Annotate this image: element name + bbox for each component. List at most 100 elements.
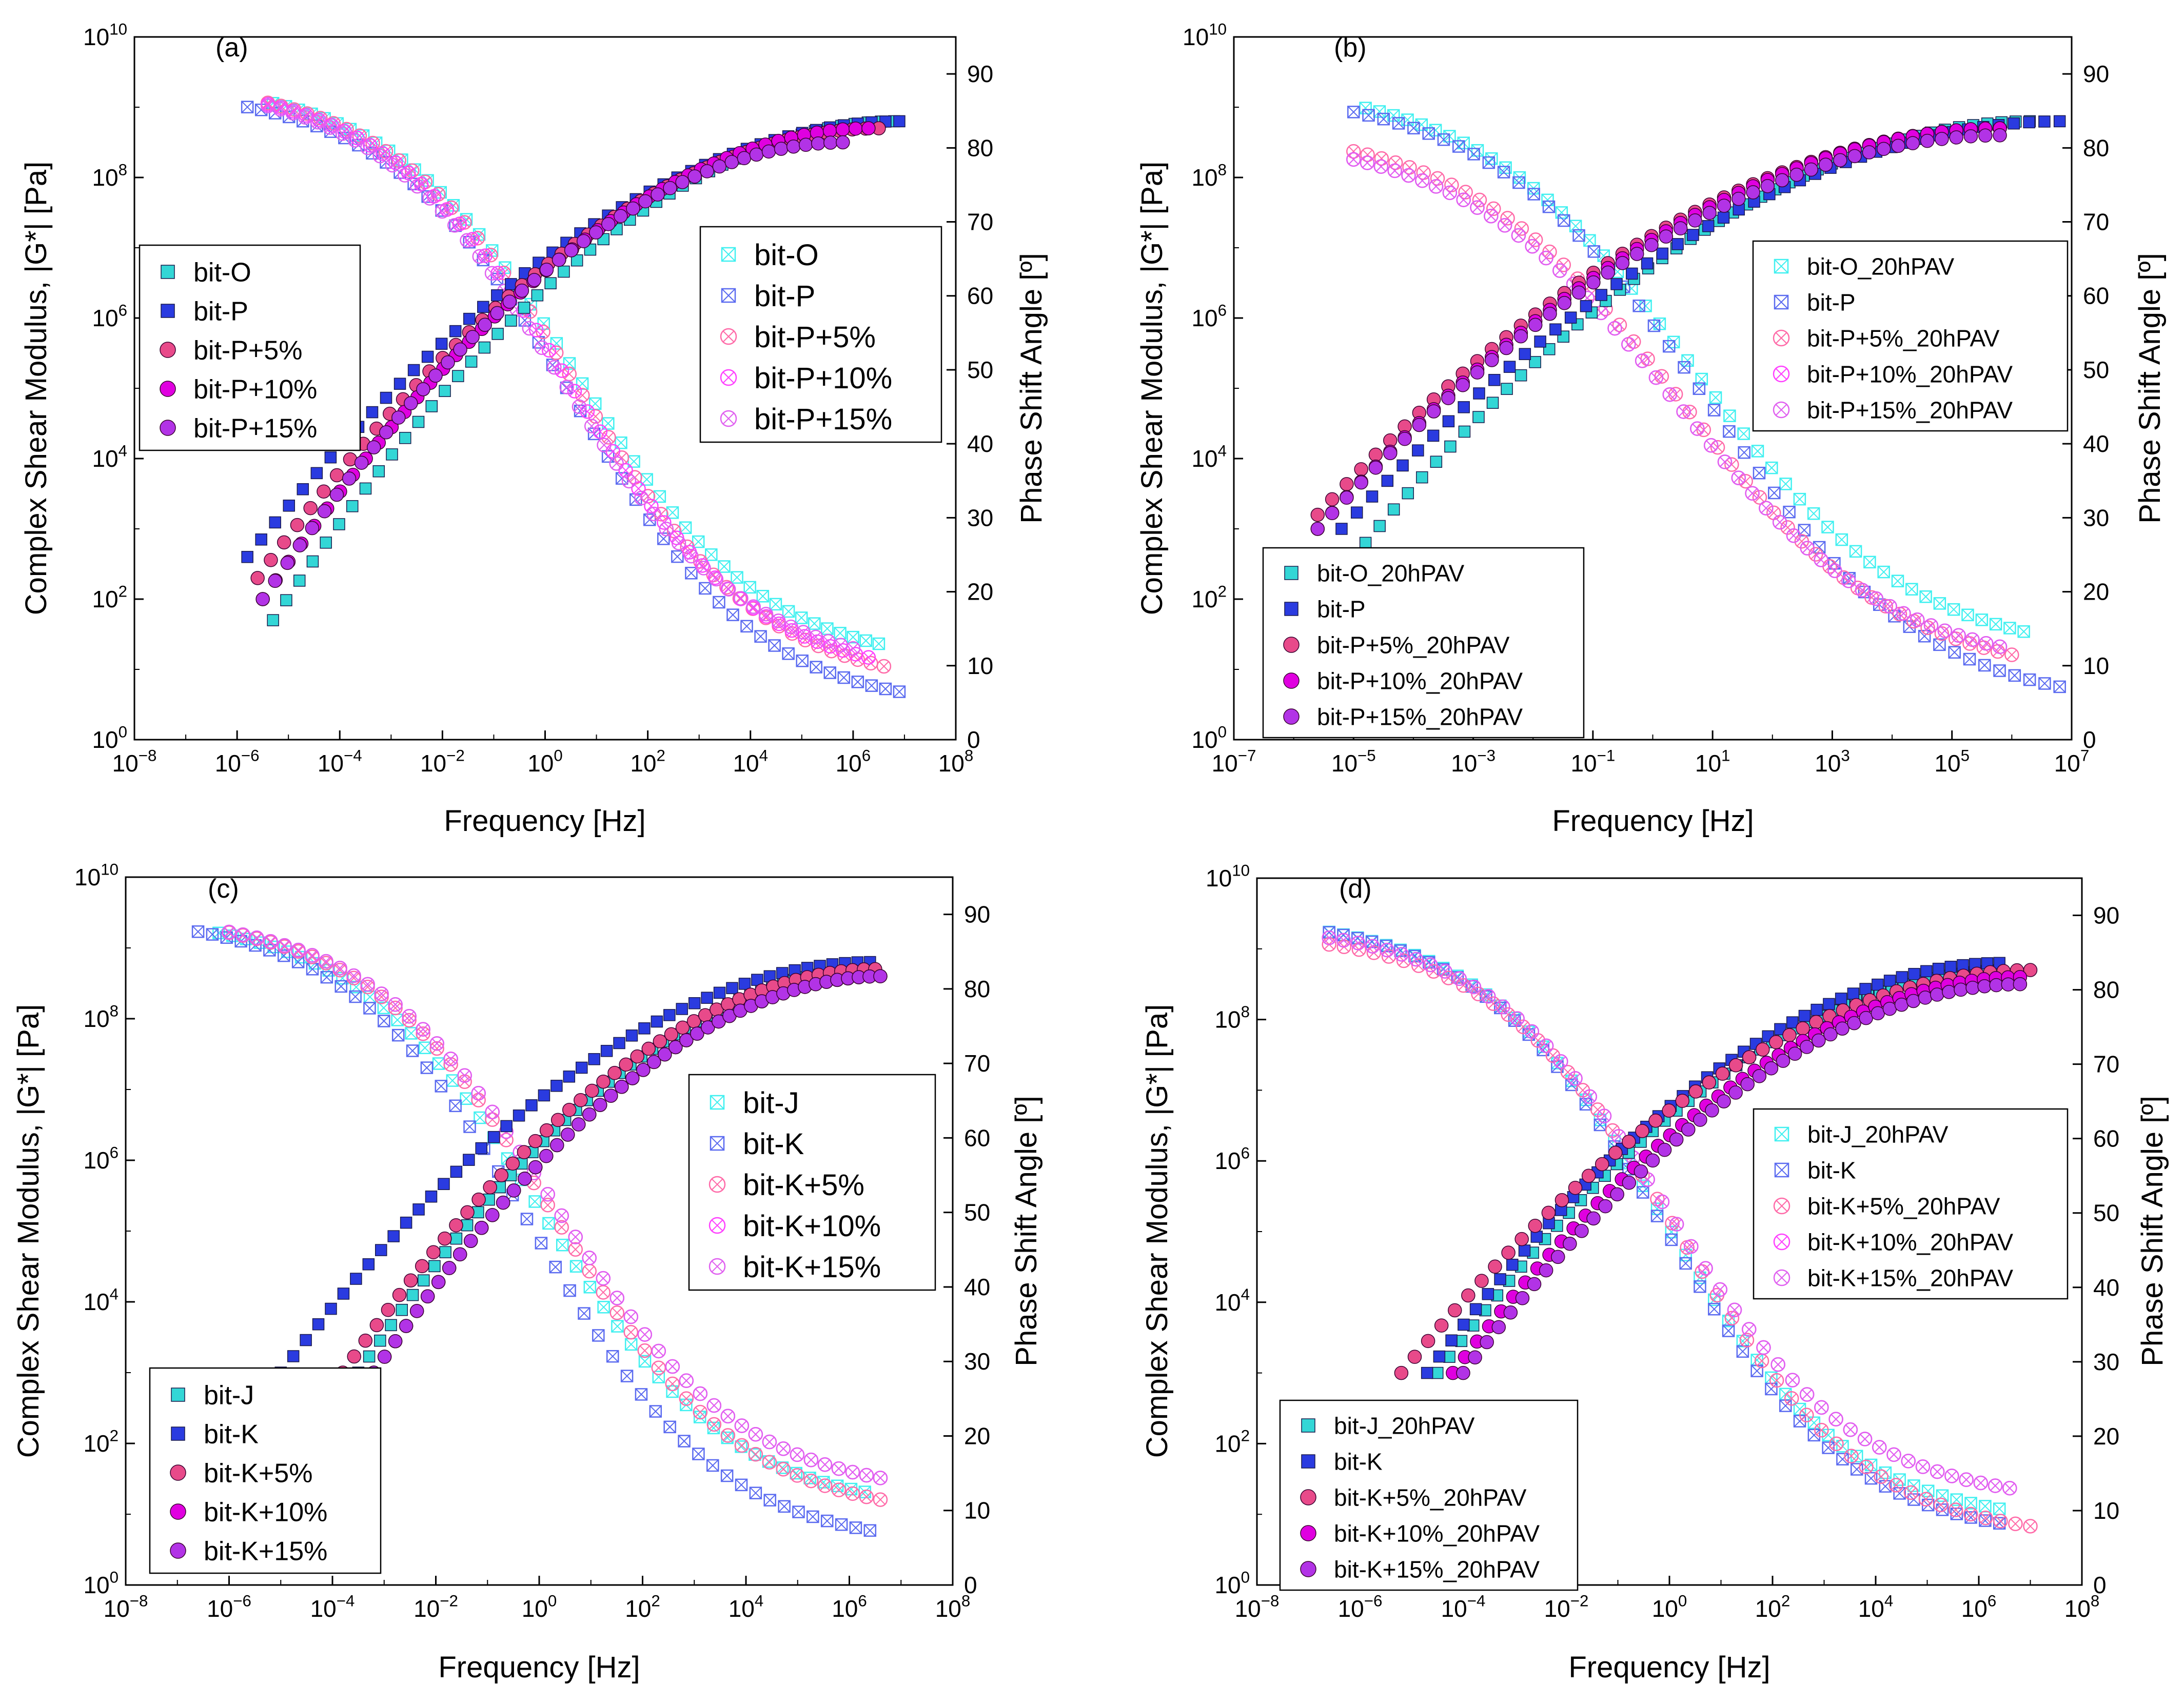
phase-point (1814, 552, 1828, 567)
modulus-point (267, 614, 279, 626)
modulus-point (452, 370, 464, 382)
phase-point (1607, 321, 1622, 336)
modulus-point (305, 521, 320, 536)
phase-point (310, 114, 325, 130)
legend-label: bit-P+10% (193, 375, 317, 405)
phase-point (782, 647, 795, 660)
phase-point (749, 1487, 762, 1499)
modulus-point (1776, 1054, 1791, 1068)
modulus-point (1629, 247, 1644, 261)
phase-point (1930, 1464, 1945, 1479)
y2-tick-label: 50 (967, 356, 993, 383)
phase-point (762, 1434, 777, 1450)
modulus-point (700, 164, 714, 179)
modulus-point (1681, 1122, 1696, 1137)
modulus-point (1528, 1218, 1543, 1233)
legend-label: bit-K+5% (743, 1168, 864, 1202)
phase-point (1739, 1333, 1755, 1348)
modulus-point (1387, 503, 1400, 516)
phase-point (796, 625, 811, 640)
phase-point (1753, 466, 1766, 480)
modulus-point (494, 1168, 509, 1182)
phase-point (1558, 214, 1570, 227)
modulus-point (406, 1289, 419, 1301)
phase-point (1639, 300, 1652, 312)
modulus-point (1610, 1187, 1624, 1202)
legend-swatch (709, 1176, 726, 1193)
phase-point (1772, 514, 1787, 530)
phase-point (624, 1338, 638, 1351)
modulus-point (1789, 167, 1804, 182)
phase-point (1785, 1373, 1800, 1388)
legend-swatch (160, 342, 176, 358)
legend-swatch (170, 1464, 186, 1481)
phase-point (644, 499, 659, 513)
x-tick-label: 102 (625, 1592, 660, 1622)
phase-point (872, 637, 886, 650)
modulus-point (1368, 447, 1383, 462)
modulus-point (588, 225, 603, 240)
phase-point (1736, 1345, 1749, 1358)
modulus-point (1715, 1066, 1730, 1081)
modulus-point (1688, 1084, 1703, 1099)
phase-point (1857, 1432, 1873, 1447)
phase-point (743, 581, 756, 594)
phase-point (2053, 680, 2066, 694)
phase-point (2023, 673, 2036, 686)
legend-swatch (171, 1388, 185, 1402)
phase-point (575, 388, 590, 403)
modulus-point (1456, 1365, 1470, 1380)
phase-point (803, 1473, 819, 1489)
modulus-point (1412, 444, 1424, 457)
phase-point (1360, 155, 1375, 170)
legend-label: bit-P+15%_20hPAV (1807, 397, 2013, 424)
phase-point (1347, 106, 1360, 118)
modulus-point (358, 1333, 373, 1348)
legend-label: bit-K+15%_20hPAV (1334, 1556, 1540, 1583)
modulus-point (471, 1192, 486, 1207)
modulus-point (485, 1208, 500, 1222)
modulus-point (463, 312, 476, 325)
phase-point (638, 1355, 652, 1368)
modulus-point (1530, 1231, 1543, 1243)
modulus-point (1896, 971, 1908, 983)
phase-point (542, 1217, 555, 1230)
phase-point (1637, 1186, 1649, 1199)
phase-point (705, 548, 718, 561)
phase-point (1360, 147, 1375, 162)
modulus-point (585, 1083, 599, 1098)
y2-tick-label: 30 (964, 1348, 990, 1375)
phase-point (1481, 989, 1496, 1004)
legend-swatch (1773, 401, 1790, 419)
legend-swatch (1300, 1525, 1316, 1541)
phase-point (472, 249, 487, 264)
y2-axis-label: Phase Shift Angle [º] (1015, 253, 1048, 523)
modulus-point (1473, 387, 1485, 400)
phase-point (1373, 159, 1389, 174)
phase-point (1915, 1459, 1931, 1474)
y-axis-left: 100 102 104 106 108 1010 (1206, 861, 1266, 1598)
y2-tick-label: 90 (2093, 902, 2119, 929)
modulus-point (613, 1037, 625, 1049)
modulus-point (452, 1247, 467, 1262)
y-tick-label: 100 (1191, 723, 1227, 753)
phase-point (782, 605, 795, 618)
phase-point (1933, 597, 1946, 610)
phase-point (851, 676, 864, 688)
phase-point (2002, 1480, 2017, 1496)
modulus-point (1586, 275, 1601, 290)
phase-point (1582, 1089, 1598, 1104)
modulus-point (653, 1034, 667, 1048)
phase-point (1784, 1391, 1799, 1406)
modulus-point (483, 1180, 497, 1195)
modulus-point (1876, 142, 1891, 156)
phase-point (1552, 263, 1567, 278)
phase-point (651, 1360, 666, 1375)
phase-point (837, 671, 851, 684)
modulus-point (593, 1098, 607, 1112)
legend-label: bit-K (204, 1420, 259, 1450)
modulus-point (1859, 1010, 1873, 1025)
modulus-point (1581, 1168, 1596, 1183)
legend-swatch (160, 420, 176, 436)
legend-swatch (171, 1426, 185, 1441)
